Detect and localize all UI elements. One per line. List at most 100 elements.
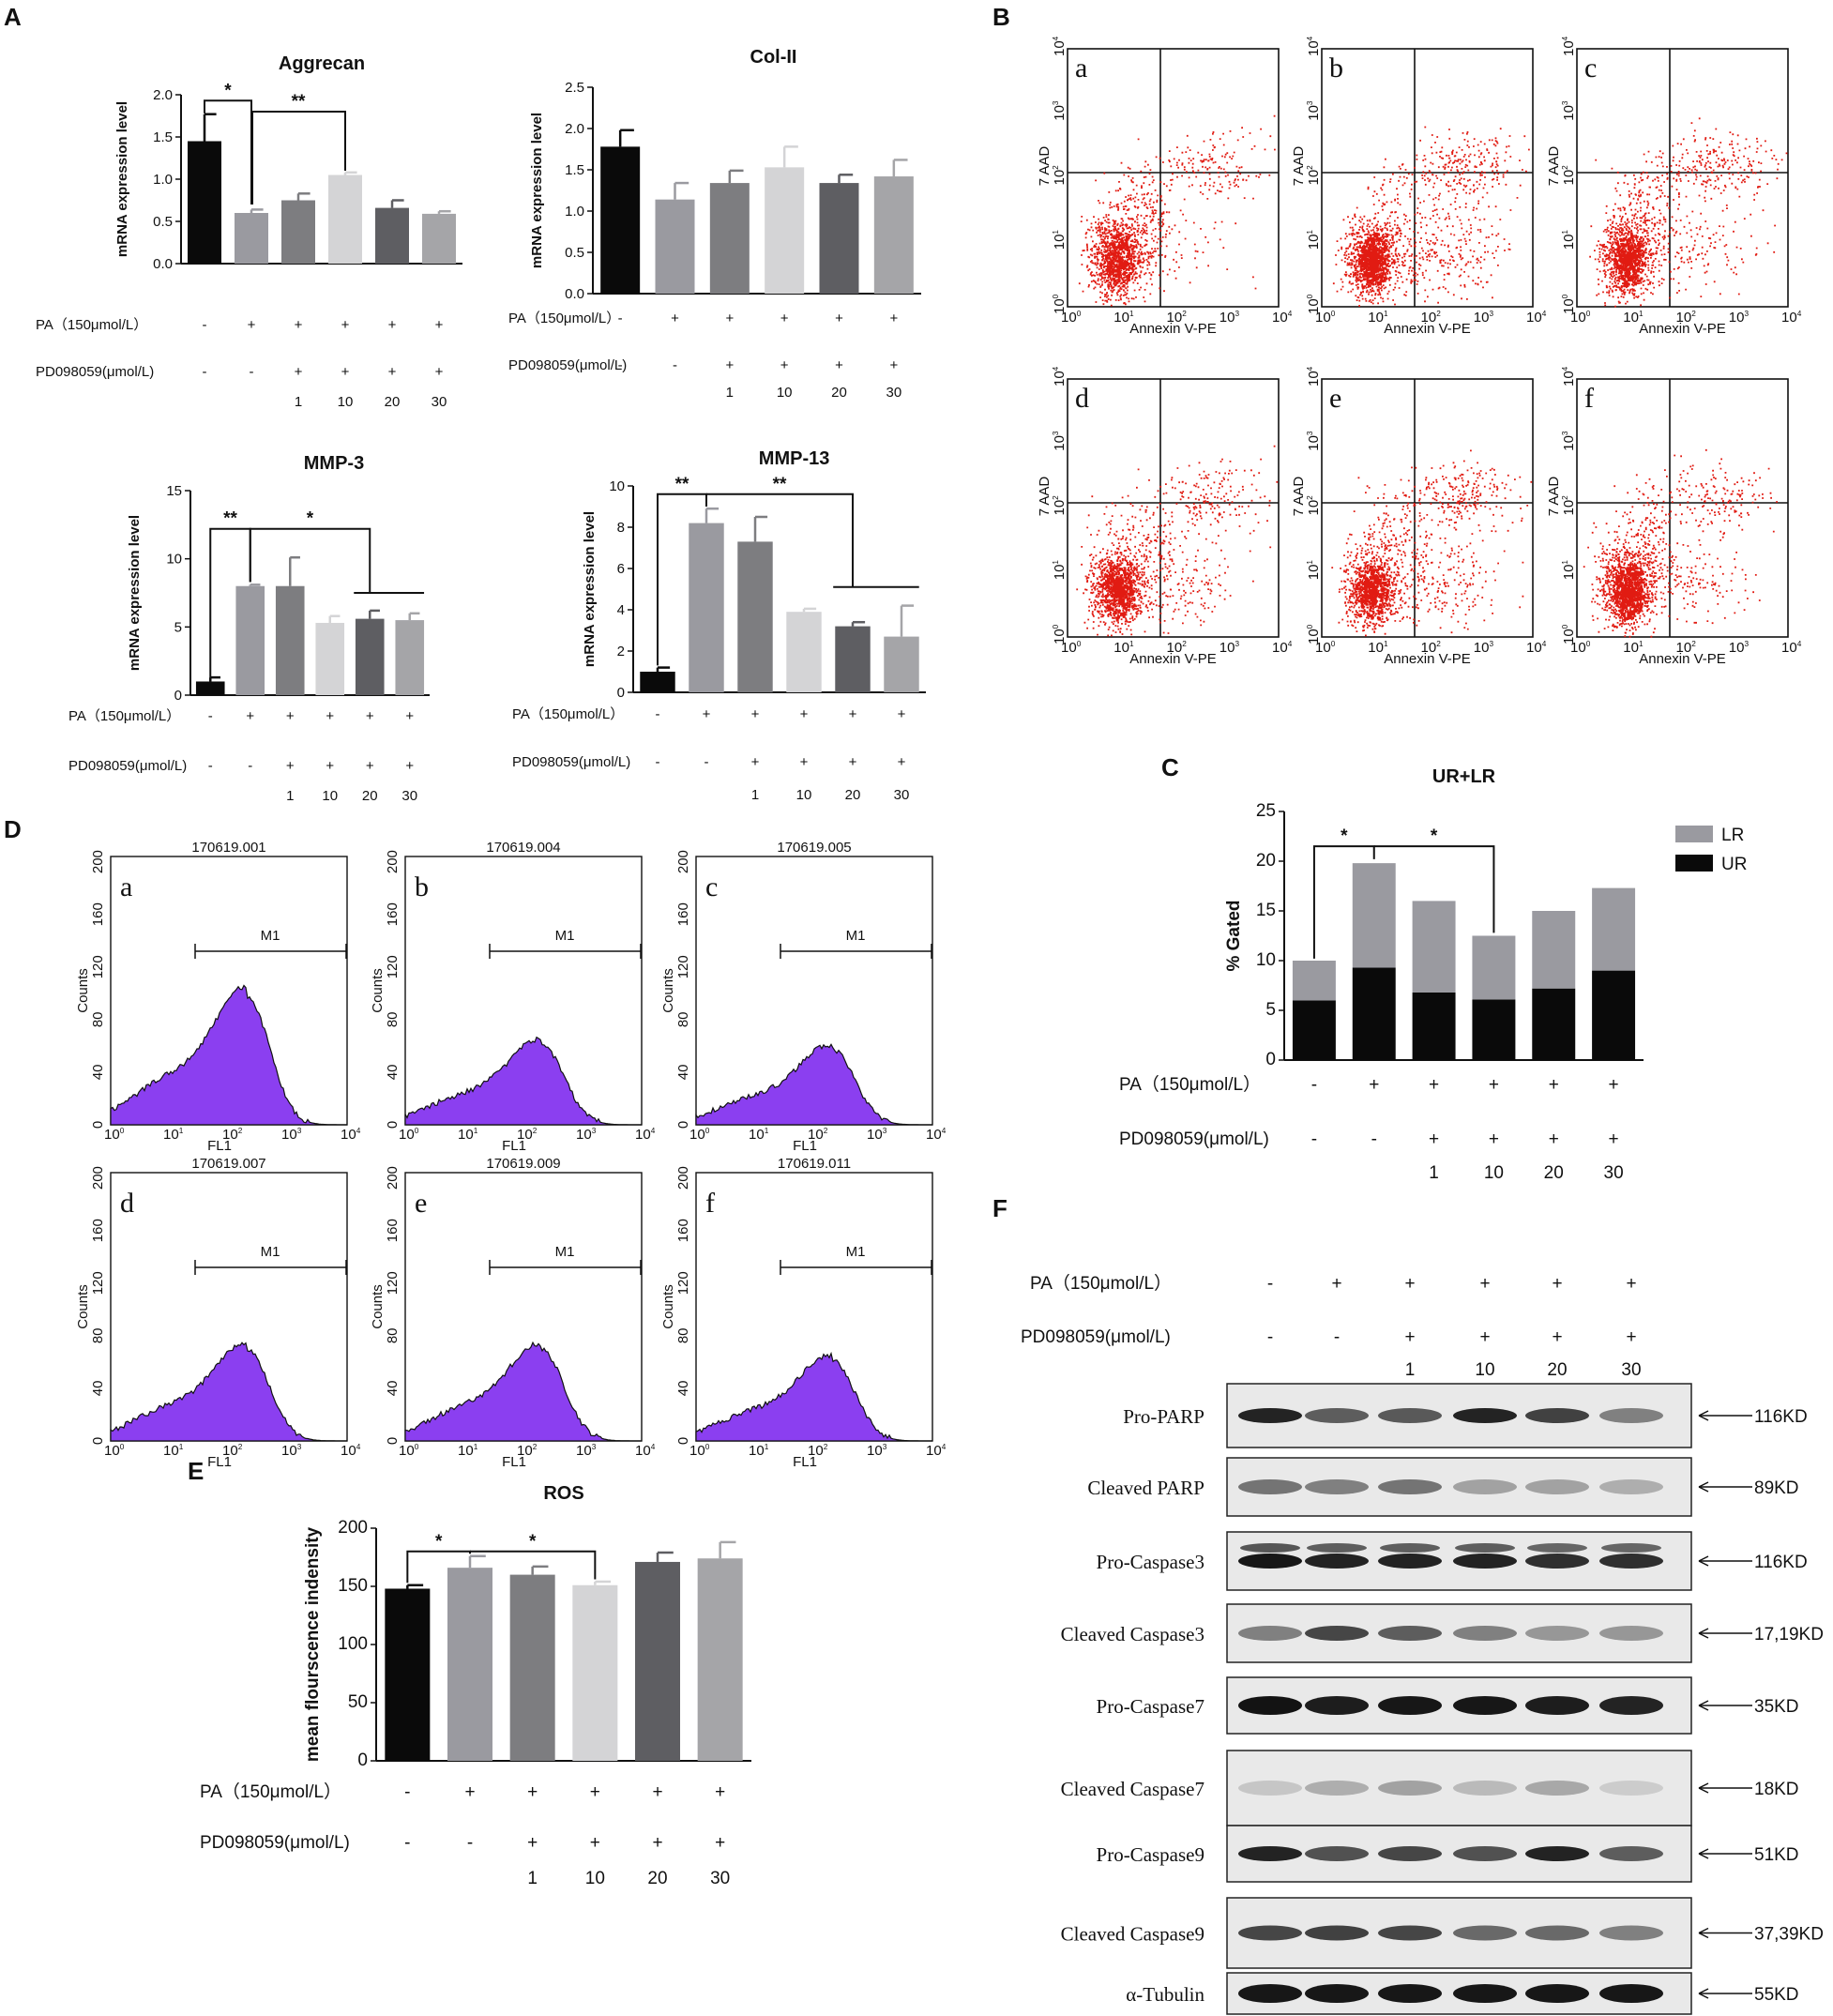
- y-tick-label: 120: [675, 1271, 691, 1295]
- band: [1453, 1925, 1517, 1941]
- band: [1599, 1626, 1663, 1641]
- x-tick-label: 104: [926, 1443, 947, 1459]
- pd-sign: -: [673, 357, 677, 373]
- gate-marker: [194, 944, 347, 959]
- western-blot-panel: PA（150μmol/L） PD098059(μmol/L) - - + - + +1 + +10…: [1021, 1273, 1824, 2015]
- arrow-head: [1698, 1782, 1709, 1794]
- x-tick-label: 101: [458, 1443, 478, 1459]
- dose-label: 1: [751, 787, 759, 803]
- y-tick-label: 200: [675, 850, 691, 873]
- y-tick-label: 0.5: [153, 214, 173, 230]
- y-tick-label: 100: [1306, 624, 1322, 644]
- y-tick-label: 102: [1306, 495, 1322, 516]
- pd-sign: +: [715, 1833, 725, 1853]
- bar: [737, 541, 773, 692]
- pd-sign: +: [1479, 1327, 1490, 1347]
- pd-sign: +: [405, 758, 414, 774]
- pa-sign: -: [203, 317, 207, 333]
- band-size: 116KD: [1754, 1553, 1808, 1572]
- plot-frame: [1576, 48, 1789, 308]
- pa-sign: -: [656, 706, 660, 722]
- x-tick-label: 101: [163, 1127, 184, 1143]
- y-tick-label: 2.5: [565, 80, 584, 96]
- y-tick-label: 200: [385, 850, 401, 873]
- y-tick-label: 8: [617, 520, 625, 536]
- chart-A4: MMP-13 0 2 4 6 8 10 mRNA expression level PA（150…: [512, 448, 926, 803]
- pa-sign: +: [388, 317, 397, 333]
- x-tick-label: 100: [104, 1443, 125, 1459]
- pa-sign: +: [652, 1782, 662, 1802]
- dose-label: 30: [710, 1869, 730, 1888]
- gate-label: M1: [846, 928, 866, 944]
- y-tick-label: 5: [1265, 1000, 1276, 1020]
- x-axis-label: FL1: [207, 1454, 232, 1470]
- x-tick-label: 101: [458, 1127, 478, 1143]
- event-dots: [1332, 126, 1530, 307]
- plot-frame: [1067, 48, 1280, 308]
- panel-label-e: E: [188, 1457, 204, 1485]
- band: [1525, 1696, 1589, 1715]
- band: [1453, 1554, 1517, 1569]
- y-axis-label: mRNA expression level: [127, 515, 143, 671]
- dose-label: 10: [796, 787, 812, 803]
- x-axis-label: FL1: [793, 1454, 817, 1470]
- sig-bracket: [657, 493, 707, 666]
- pa-sign: +: [246, 708, 254, 724]
- pd-sign: +: [326, 758, 334, 774]
- pa-sign: +: [527, 1782, 538, 1802]
- band: [1305, 1781, 1369, 1796]
- y-tick-label: 15: [166, 483, 182, 499]
- y-tick-label: 101: [1052, 230, 1068, 250]
- x-tick-label: 102: [517, 1443, 538, 1459]
- sig-bracket: [251, 111, 346, 205]
- pd-row-label: PD098059(μmol/L): [36, 364, 154, 380]
- arrow-head: [1698, 1481, 1709, 1493]
- bar: [635, 1561, 680, 1761]
- band: [1305, 1696, 1369, 1715]
- pd-sign: -: [203, 364, 207, 380]
- y-tick-label: 0: [174, 688, 182, 704]
- panel-label-f: F: [992, 1194, 1007, 1222]
- y-tick-label: 103: [1561, 100, 1577, 121]
- y-tick-label: 10: [1256, 950, 1276, 970]
- x-tick-label: 103: [1474, 310, 1494, 326]
- y-tick-label: 160: [90, 1219, 106, 1242]
- y-tick-label: 200: [675, 1166, 691, 1190]
- arrow-head: [1698, 1927, 1709, 1939]
- sig-bracket: [470, 1550, 597, 1580]
- x-tick-label: 100: [399, 1443, 419, 1459]
- gate-marker: [780, 944, 932, 959]
- panel-label-a: A: [4, 3, 22, 31]
- panel-letter: a: [1075, 53, 1087, 83]
- histogram-curve: [695, 1351, 932, 1442]
- sig-star: **: [773, 475, 787, 494]
- gate-marker: [780, 1260, 932, 1275]
- histogram-title: 170619.007: [191, 1156, 265, 1172]
- x-tick-label: 103: [1219, 640, 1240, 656]
- y-tick-label: 103: [1561, 431, 1577, 451]
- bar: [281, 200, 315, 264]
- pa-sign: +: [671, 311, 679, 326]
- x-tick-label: 101: [1368, 310, 1388, 326]
- bar: [655, 199, 695, 294]
- y-tick-label: 20: [1256, 851, 1276, 871]
- x-tick-label: 101: [1368, 640, 1388, 656]
- histogram-title: 170619.011: [778, 1156, 851, 1172]
- pa-sign: +: [703, 706, 711, 722]
- sig-star: **: [223, 509, 237, 529]
- y-axis-label: Counts: [370, 1284, 386, 1329]
- gate-label: M1: [261, 1244, 280, 1260]
- pa-row-label: PA（150μmol/L）: [1030, 1273, 1172, 1294]
- flow-histogram-a: 170619.001 a M1 0 40 80 120 160 200 100 101 102 103 1…: [75, 840, 361, 1154]
- band-upper: [1307, 1543, 1367, 1553]
- pa-sign: +: [849, 706, 857, 722]
- sig-star: **: [675, 475, 689, 494]
- dose-label: 1: [726, 385, 734, 401]
- panel-label-c: C: [1161, 753, 1179, 781]
- band: [1238, 1781, 1302, 1796]
- y-tick-label: 50: [348, 1692, 368, 1712]
- legend-swatch-lr: [1675, 826, 1713, 842]
- y-tick-label: 102: [1561, 165, 1577, 186]
- pa-sign: +: [405, 708, 414, 724]
- x-tick-label: 103: [281, 1127, 302, 1143]
